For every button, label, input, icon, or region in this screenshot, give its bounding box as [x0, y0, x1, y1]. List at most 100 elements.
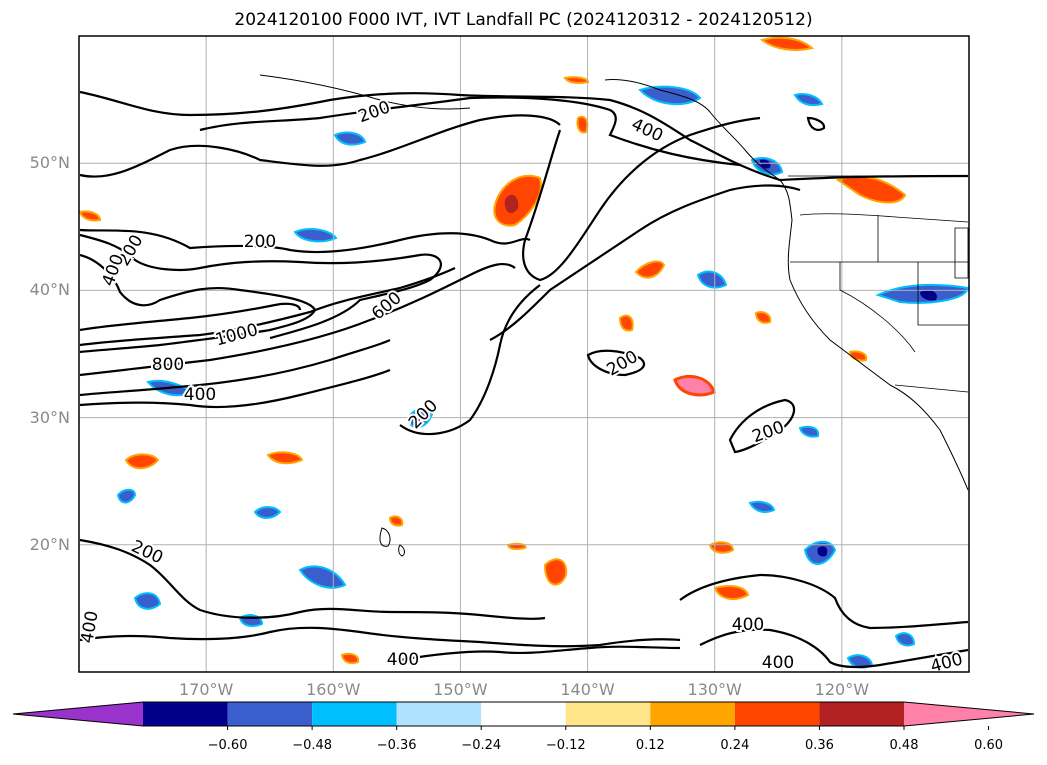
ivt-contour-line: [79, 114, 561, 178]
colorbar-segment: [312, 702, 397, 726]
colorbar-outline: [12, 701, 1035, 727]
colorbar-extend-min: [13, 702, 143, 726]
colorbar: [12, 701, 1035, 730]
contour-label: 200: [405, 396, 442, 433]
contour-label: 400: [98, 252, 128, 289]
pc-positive-region: [543, 558, 568, 586]
ivt-contour-line: [586, 349, 646, 377]
colorbar-tick-label: −0.60: [207, 738, 248, 753]
contour-label: 200: [244, 232, 276, 252]
contour-label: 400: [628, 115, 666, 147]
colorbar-tick-label: 0.60: [974, 738, 1004, 753]
colorbar-segment: [734, 702, 820, 726]
ivt-contour-line: [806, 116, 826, 131]
ivt-contour-line: [199, 96, 741, 167]
pc-negative-region: [748, 500, 776, 513]
ivt-contour-line: [79, 233, 442, 340]
longitude-label: 120°W: [814, 680, 870, 699]
colorbar-segment: [396, 702, 482, 726]
pc-negative-region: [298, 565, 347, 589]
pc-positive-region: [563, 76, 590, 84]
pc-positive-region: [673, 375, 716, 397]
ivt-contours: [79, 90, 969, 669]
pc-positive-region: [754, 311, 772, 324]
contour-label: 400: [77, 609, 102, 644]
state-border: [839, 262, 916, 353]
contour-label: 1000: [213, 320, 260, 351]
ivt-contour-line: [522, 116, 761, 282]
aleutian-islands: [259, 74, 471, 110]
contour-label: 400: [184, 385, 216, 405]
map-plot-area: 2004002002004006001000800400200200200200…: [75, 35, 970, 679]
pc-positive-region: [576, 115, 589, 134]
ivt-contour-line: [79, 339, 391, 397]
colorbar-segment: [227, 702, 313, 726]
pc-negative-region: [413, 416, 425, 427]
ivt-contour-line: [79, 368, 391, 409]
island-outline: [379, 527, 391, 547]
pc-positive-region: [340, 652, 360, 665]
map-title: 2024120100 F000 IVT, IVT Landfall PC (20…: [234, 10, 813, 30]
colorbar-tick-label: 0.24: [720, 738, 750, 753]
colorbar-tick-label: 0.36: [804, 738, 834, 753]
colorbar-segment: [143, 702, 228, 726]
pc-negative-region: [116, 488, 137, 504]
longitude-label: 130°W: [687, 680, 742, 699]
pc-negative-region: [760, 159, 771, 169]
pc-positive-region: [713, 585, 750, 601]
ivt-contour-line: [79, 626, 681, 648]
pc-negative-region: [133, 592, 162, 610]
ivt-contour-line: [399, 284, 541, 436]
ivt-contour-line: [79, 267, 456, 347]
colorbar-segment: [819, 702, 904, 726]
ivt-contour-line: [489, 184, 801, 341]
ivt-contour-line: [728, 398, 796, 454]
ivt-contour-line: [79, 90, 969, 182]
pc-negative-region: [920, 290, 937, 301]
map-frame: [78, 35, 970, 673]
latitude-label: 40°N: [29, 280, 70, 300]
pc-positive-region: [618, 314, 634, 332]
ivt-contour-line: [79, 538, 546, 620]
colorbar-extend-max: [904, 702, 1034, 726]
pc-positive-region: [634, 260, 666, 279]
pc-positive-region: [266, 451, 304, 465]
colorbar-segment: [481, 702, 566, 726]
colorbar-tick-label: −0.12: [545, 738, 586, 753]
latitude-label: 50°N: [29, 153, 70, 173]
contour-label: 200: [750, 417, 787, 447]
longitude-label: 170°W: [178, 680, 234, 699]
pc-negative-region: [253, 506, 282, 519]
longitude-label: 140°W: [560, 680, 615, 699]
contour-label: 400: [732, 615, 764, 635]
colorbar-tick-label: 0.48: [889, 738, 919, 753]
contour-label: 200: [356, 97, 393, 127]
pc-positive-region: [388, 515, 404, 527]
longitude-label: 150°W: [433, 680, 488, 699]
us-mexico-border: [894, 384, 969, 393]
colorbar-segment: [565, 702, 651, 726]
colorbar-segment: [650, 702, 735, 726]
pc-negative-region: [894, 632, 916, 647]
colorbar-tick-label: 0.12: [635, 738, 665, 753]
pc-negative-region: [817, 546, 828, 557]
pc-negative-region: [333, 131, 367, 146]
contour-label: 400: [928, 649, 965, 677]
ivt-contour-line: [399, 645, 681, 662]
pc-positive-region: [835, 175, 907, 204]
ivt-contour-line: [79, 228, 531, 254]
pc-positive-region: [504, 194, 519, 214]
longitude-label: 160°W: [306, 680, 361, 699]
ivt-contour-line: [699, 628, 969, 669]
colorbar-tick-label: −0.24: [461, 738, 502, 753]
contour-label: 400: [762, 653, 794, 673]
latitude-label: 30°N: [29, 407, 70, 427]
colorbar-tick-label: −0.48: [292, 738, 333, 753]
pc-negative-region: [638, 85, 702, 106]
ivt-contour-line: [79, 302, 302, 332]
pc-negative-region: [293, 228, 338, 243]
coastlines: [259, 74, 969, 557]
pc-positive-region: [759, 36, 815, 51]
contour-label: 400: [387, 650, 419, 670]
